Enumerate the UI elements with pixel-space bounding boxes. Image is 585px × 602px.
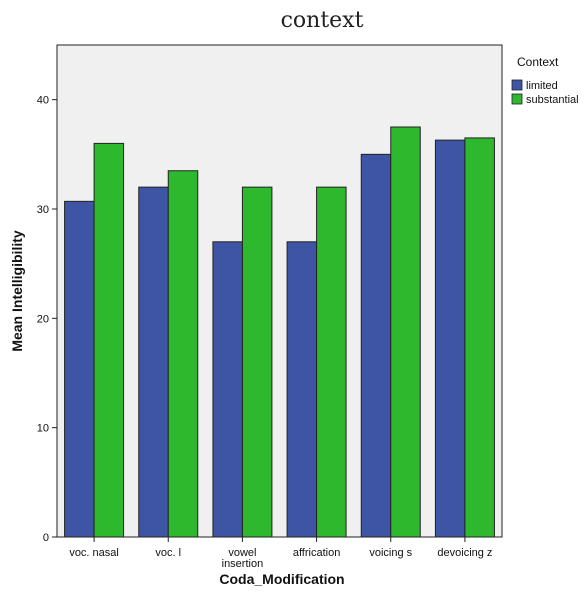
x-tick-label: voc. l <box>155 547 181 559</box>
bar-limited-1 <box>138 186 169 538</box>
bar-limited-4 <box>360 153 392 538</box>
legend-label-limited: limited <box>526 80 558 92</box>
x-axis-label: Coda_Modification <box>219 571 344 587</box>
bar-substantial-4 <box>390 126 421 538</box>
x-tick-label: vowel <box>228 547 256 559</box>
bar-substantial-0 <box>93 142 125 538</box>
bar-substantial-2 <box>241 186 273 538</box>
x-tick-label: affrication <box>293 547 341 559</box>
bar-limited-3 <box>286 241 318 538</box>
plot-area <box>56 44 503 538</box>
x-tick-label: devoicing z <box>437 547 492 559</box>
y-tick-label: 40 <box>37 95 49 107</box>
y-tick-label: 10 <box>37 423 49 435</box>
legend-swatch-substantial <box>511 93 523 105</box>
legend-title: Context <box>517 55 559 69</box>
x-tick-label: insertion <box>222 558 264 570</box>
bar-limited-0 <box>64 200 95 538</box>
x-tick-label: voicing s <box>369 547 412 559</box>
y-tick-label: 30 <box>37 204 49 216</box>
bar-limited-2 <box>212 241 243 538</box>
y-tick-label: 0 <box>43 532 49 544</box>
y-axis-label: Mean Intelligibility <box>9 230 25 352</box>
bar-substantial-3 <box>316 186 347 538</box>
y-axis: 0 10 20 30 40 <box>37 95 57 544</box>
x-tick-label: voc. nasal <box>69 547 119 559</box>
bars-group <box>64 126 495 538</box>
legend-label-substantial: substantial <box>526 94 579 106</box>
bar-substantial-1 <box>167 170 199 538</box>
bar-limited-5 <box>434 139 466 538</box>
legend-swatch-limited <box>511 79 523 91</box>
y-tick-label: 20 <box>37 313 49 325</box>
bar-substantial-5 <box>464 137 495 538</box>
legend: Context limited substantial <box>511 55 579 106</box>
chart-title: context <box>281 8 364 33</box>
